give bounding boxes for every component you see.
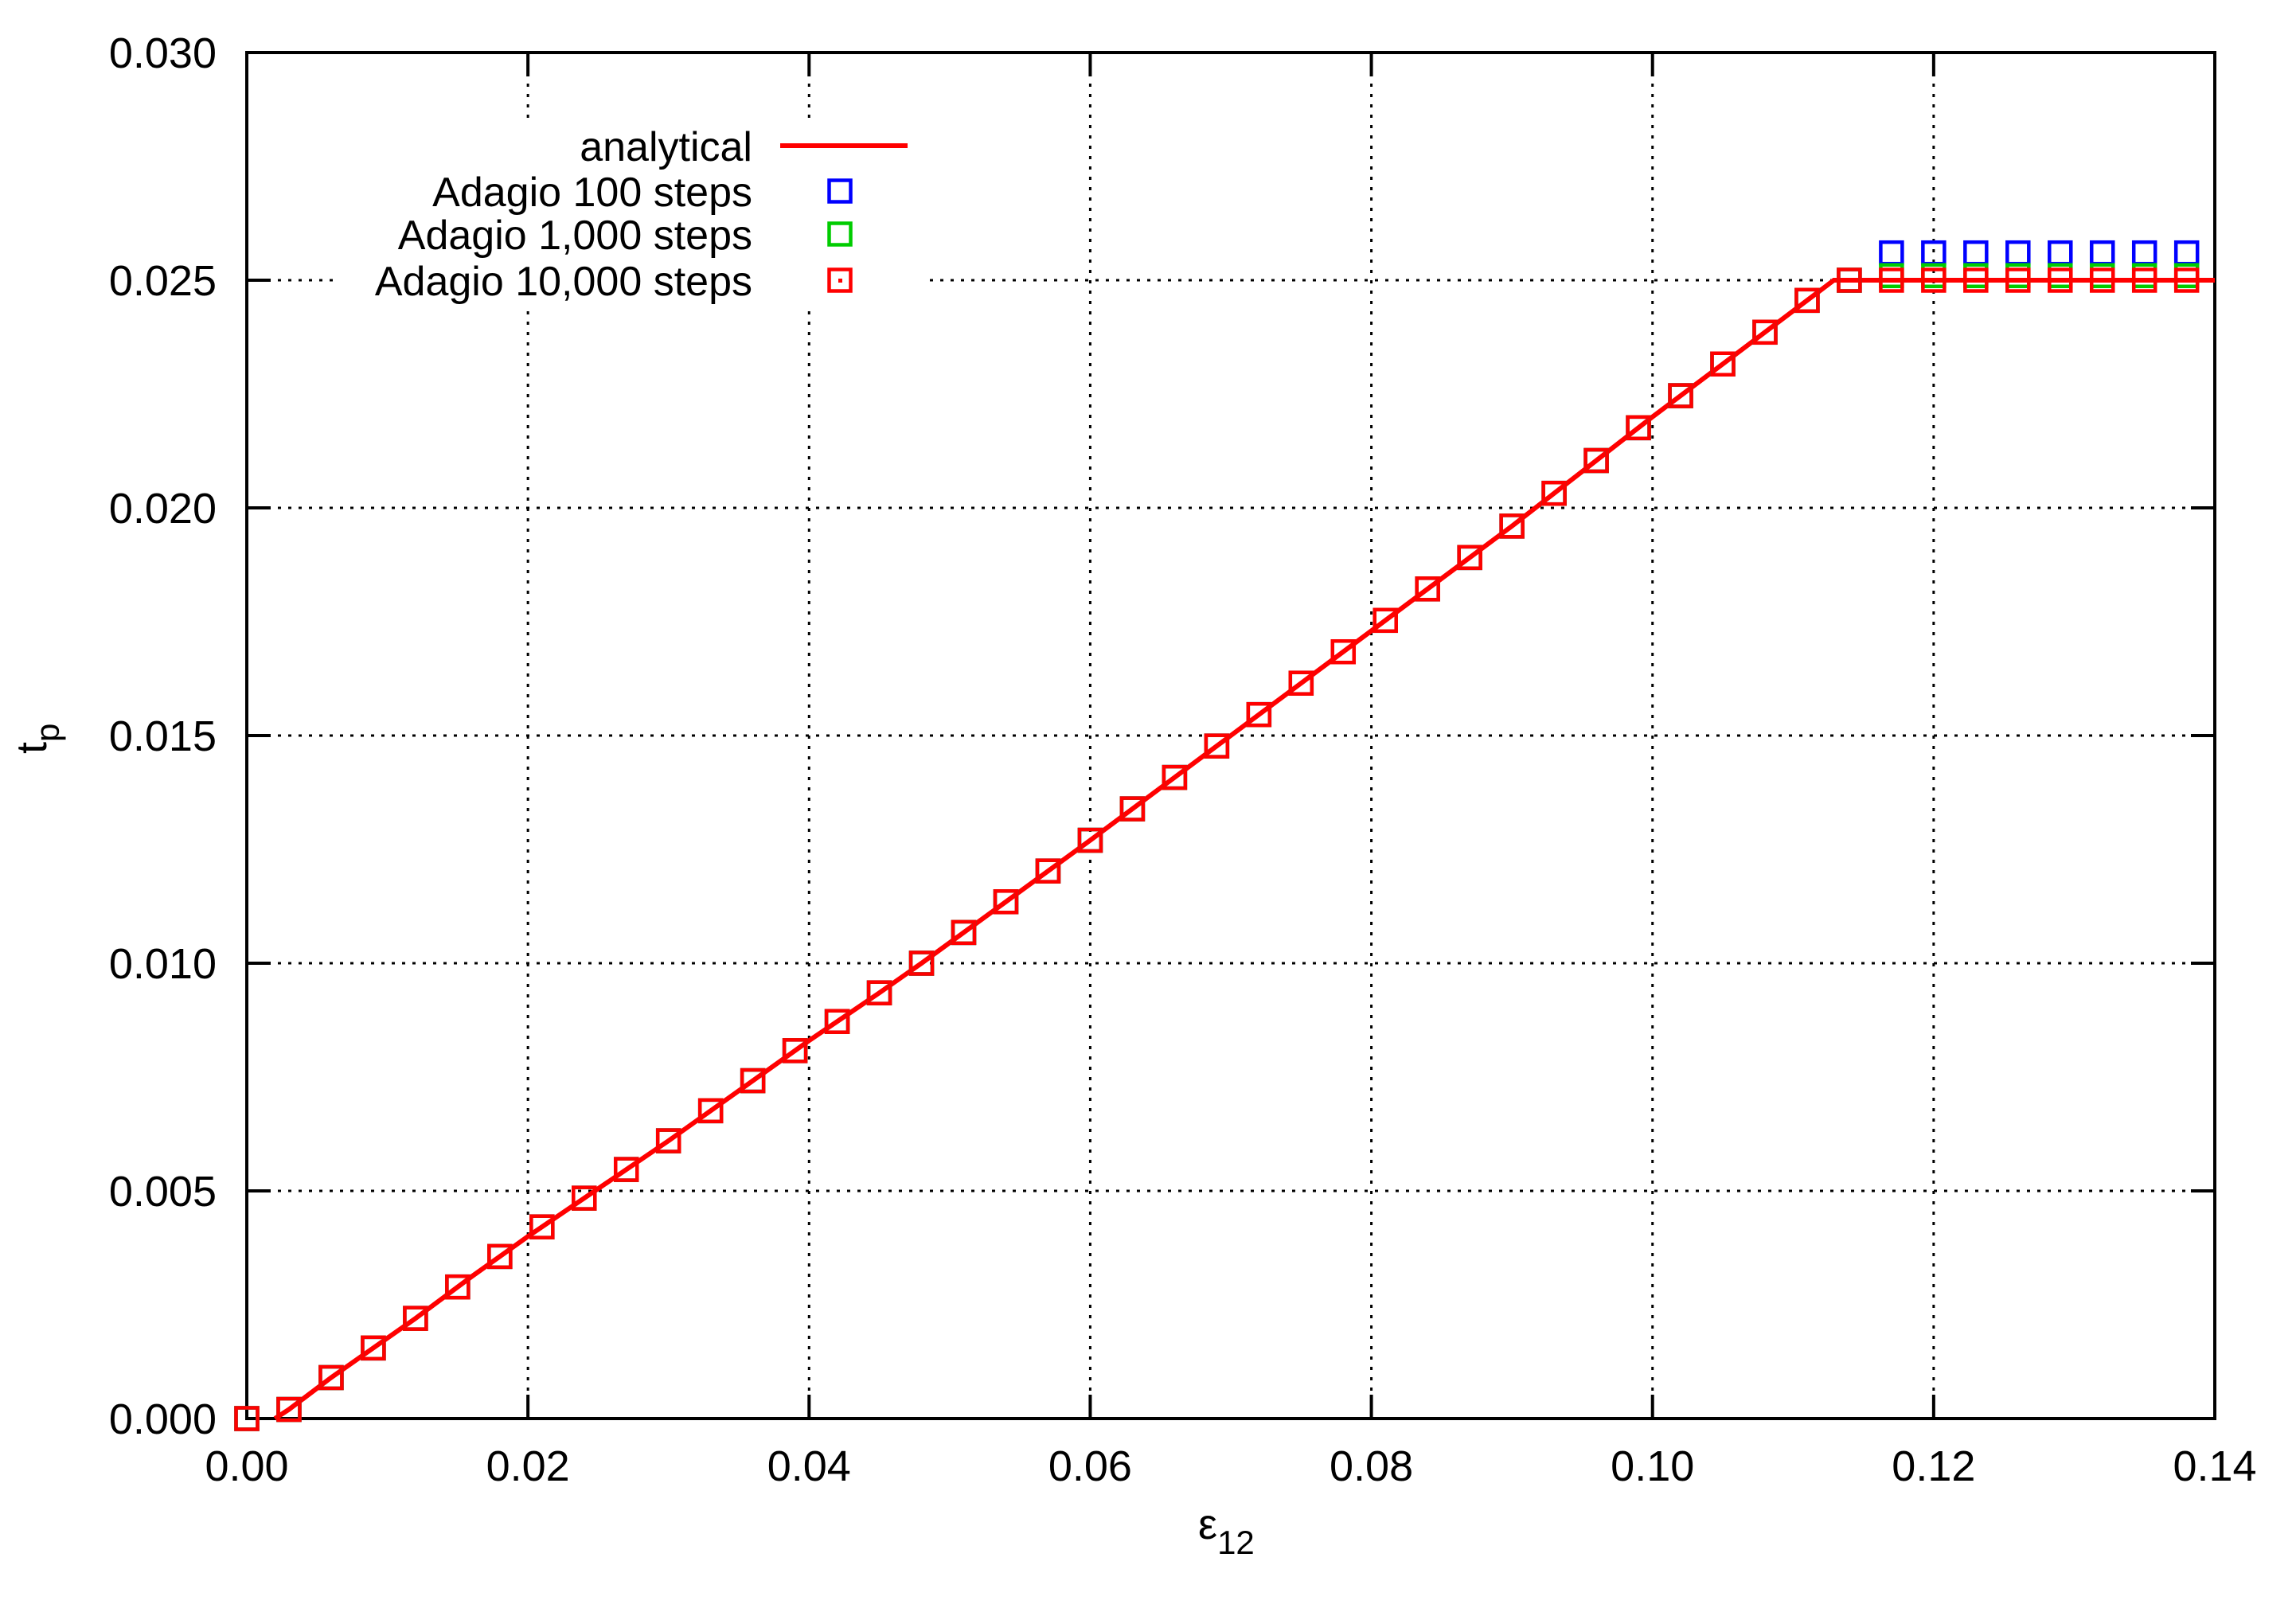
x-tick-label: 0.06: [1048, 1442, 1132, 1490]
marker-square-series-2: [951, 919, 977, 946]
marker-square-series-0: [2173, 240, 2200, 266]
marker-square-series-2: [1921, 267, 1947, 293]
marker-square-series-0: [1963, 240, 1989, 266]
y-axis-title: tp: [8, 724, 66, 754]
legend-samples: [780, 143, 908, 293]
marker-square-series-2: [2131, 267, 2157, 293]
x-axis-title-main: ε: [1198, 1501, 1217, 1548]
legend-label-analytical: analytical: [580, 124, 752, 170]
marker-square-series-0: [2005, 240, 2031, 266]
legend-marker-sample: [827, 178, 853, 204]
marker-square-series-2: [1288, 670, 1314, 696]
marker-square-series-2: [1119, 796, 1146, 822]
marker-square-series-2: [908, 950, 935, 976]
y-tick-label: 0.000: [109, 1395, 217, 1443]
marker-square-series-2: [276, 1396, 302, 1423]
marker-square-series-0: [2131, 240, 2157, 266]
marker-square-series-2: [1162, 764, 1188, 790]
marker-square-series-2: [697, 1098, 724, 1124]
marker-square-series-2: [1035, 858, 1061, 884]
y-tick-label: 0.020: [109, 485, 217, 533]
legend-marker-sample: [827, 221, 853, 247]
marker-square-series-0: [1879, 240, 1904, 266]
marker-square-series-2: [1794, 287, 1820, 314]
x-tick-label: 0.02: [486, 1442, 570, 1490]
marker-square-series-2: [655, 1128, 681, 1153]
marker-square-series-2: [866, 980, 892, 1005]
marker-square-series-2: [740, 1068, 766, 1094]
legend-label-adagio-100: Adagio 100 steps: [432, 170, 752, 216]
marker-square-series-2: [1626, 415, 1651, 441]
axes-layer: 0.00 0.02 0.04 0.06 0.08 0.10 0.12 0.14 0.000 0.0…: [109, 29, 2257, 1490]
marker-square-series-2: [993, 889, 1019, 915]
marker-square-series-0: [2089, 240, 2115, 266]
x-axis-title: ε12: [1198, 1501, 1255, 1561]
marker-square-series-2: [1583, 447, 1609, 474]
legend-marker-sample: [827, 267, 853, 293]
x-tick-label: 0.10: [1611, 1442, 1694, 1490]
legend-marker-center-dot: [838, 279, 842, 283]
marker-square-series-2: [1499, 513, 1525, 539]
marker-square-series-2: [1204, 733, 1230, 759]
marker-square-series-2: [2048, 267, 2073, 293]
marker-square-series-2: [1457, 544, 1482, 571]
marker-square-series-2: [1330, 639, 1357, 665]
marker-square-series-2: [1415, 576, 1440, 602]
series-layer: [234, 240, 2215, 1431]
marker-square-series-2: [403, 1306, 428, 1331]
marker-square-series-2: [1879, 267, 1904, 293]
legend: analytical Adagio 100 steps Adagio 1,000…: [375, 124, 908, 305]
y-tick-label: 0.030: [109, 29, 217, 77]
marker-square-series-2: [487, 1243, 513, 1270]
marker-square-series-2: [1541, 480, 1567, 506]
y-tick-label: 0.025: [109, 257, 217, 305]
marker-square-series-2: [1077, 827, 1103, 853]
marker-square-series-2: [318, 1364, 344, 1391]
x-tick-label: 0.12: [1892, 1442, 1975, 1490]
legend-label-adagio-1000: Adagio 1,000 steps: [398, 213, 752, 259]
marker-square-series-2: [572, 1185, 597, 1211]
marker-square-series-2: [1246, 701, 1272, 728]
marker-square-series-2: [2005, 267, 2031, 293]
marker-square-series-2: [1752, 319, 1778, 345]
y-axis-title-main: t: [8, 742, 56, 754]
x-tick-label: 0.00: [205, 1442, 288, 1490]
marker-square-series-2: [1710, 351, 1736, 377]
x-tick-label: 0.08: [1330, 1442, 1413, 1490]
marker-square-series-2: [613, 1157, 639, 1182]
y-tick-label: 0.015: [109, 712, 217, 760]
marker-square-series-2: [782, 1038, 808, 1064]
marker-square-series-2: [1837, 267, 1862, 293]
marker-square-series-2: [824, 1009, 850, 1034]
y-axis-title-subscript: p: [29, 724, 66, 742]
x-tick-label: 0.04: [767, 1442, 851, 1490]
marker-square-series-0: [2048, 240, 2073, 266]
marker-square-series-2: [1373, 607, 1398, 634]
x-tick-label: 0.14: [2173, 1442, 2256, 1490]
marker-square-series-2: [1668, 383, 1693, 408]
legend-label-adagio-10000: Adagio 10,000 steps: [375, 259, 752, 305]
marker-square-series-2: [361, 1335, 386, 1361]
x-axis-title-subscript: 12: [1217, 1524, 1255, 1561]
y-tick-label: 0.010: [109, 940, 217, 988]
marker-square-series-2: [2173, 267, 2200, 293]
marker-square-series-2: [234, 1406, 260, 1431]
y-tick-label: 0.005: [109, 1168, 217, 1216]
analytical-line: [273, 278, 2215, 1421]
marker-square-series-2: [2089, 267, 2115, 293]
marker-square-series-2: [529, 1214, 555, 1239]
marker-square-series-2: [1963, 267, 1989, 293]
marker-square-series-2: [445, 1274, 471, 1300]
